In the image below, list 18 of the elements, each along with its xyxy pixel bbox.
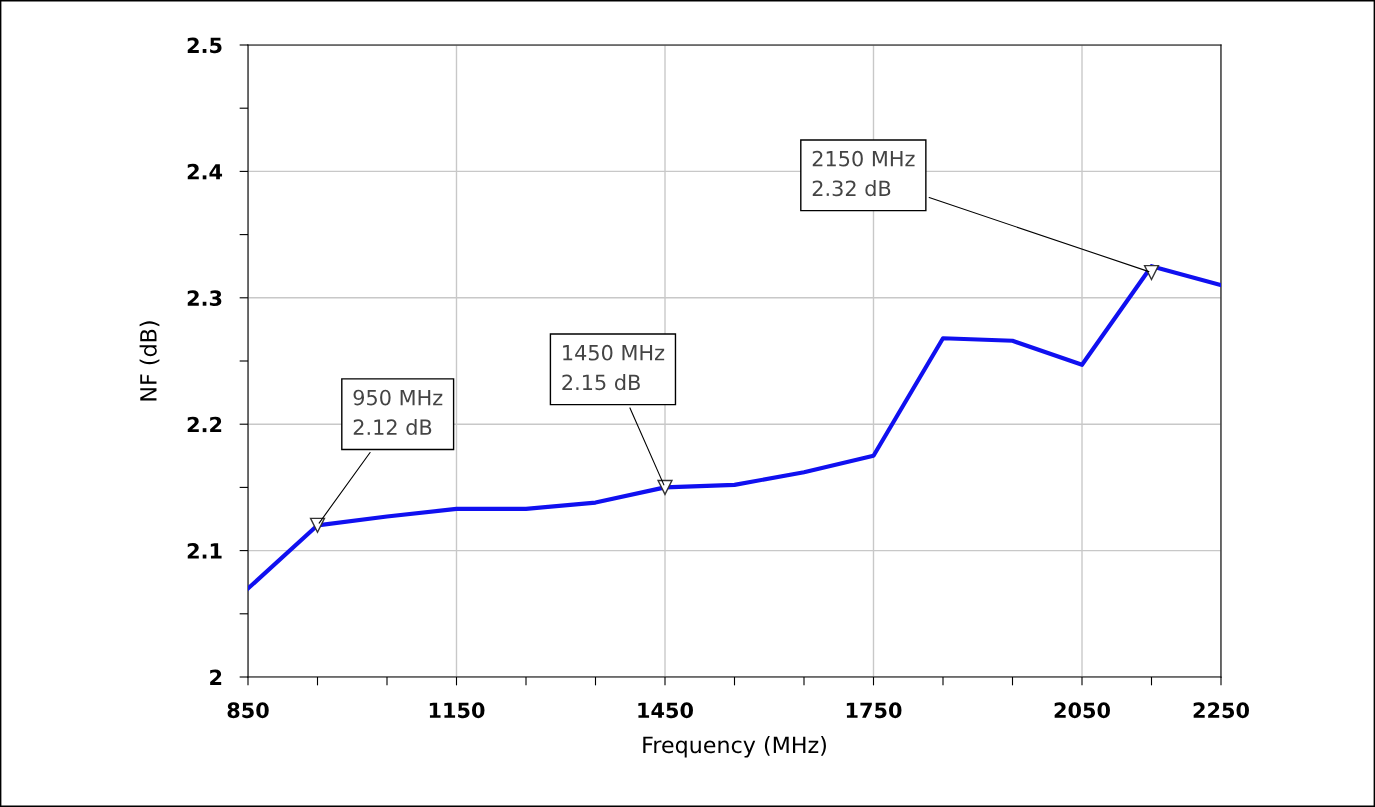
- x-tick-label: 2250: [1193, 702, 1249, 719]
- annotation: 1450 MHz 2.15 dB: [562, 344, 665, 391]
- x-tick-label: 1150: [429, 702, 485, 719]
- y-tick-label: 2.2: [187, 416, 222, 433]
- annotation: 950 MHz 2.12 dB: [353, 389, 443, 436]
- x-tick-label: 1450: [638, 702, 693, 719]
- y-tick-label: 2.4: [187, 163, 223, 180]
- x-tick-label: 850: [227, 702, 269, 719]
- y-tick-label: 2.1: [187, 543, 222, 559]
- x-tick-label: 1750: [846, 702, 902, 719]
- y-tick-label: 2.5: [187, 37, 222, 54]
- y-tick-label: 2.3: [187, 290, 222, 307]
- y-axis-title: NF (dB): [139, 321, 160, 401]
- line-series: [248, 264, 1221, 591]
- y-tick-label: 2: [210, 669, 222, 685]
- annotation: 2150 MHz 2.32 dB: [812, 150, 915, 197]
- x-tick-label: 2050: [1054, 702, 1110, 719]
- x-axis-title: Frequency (MHz): [643, 736, 826, 758]
